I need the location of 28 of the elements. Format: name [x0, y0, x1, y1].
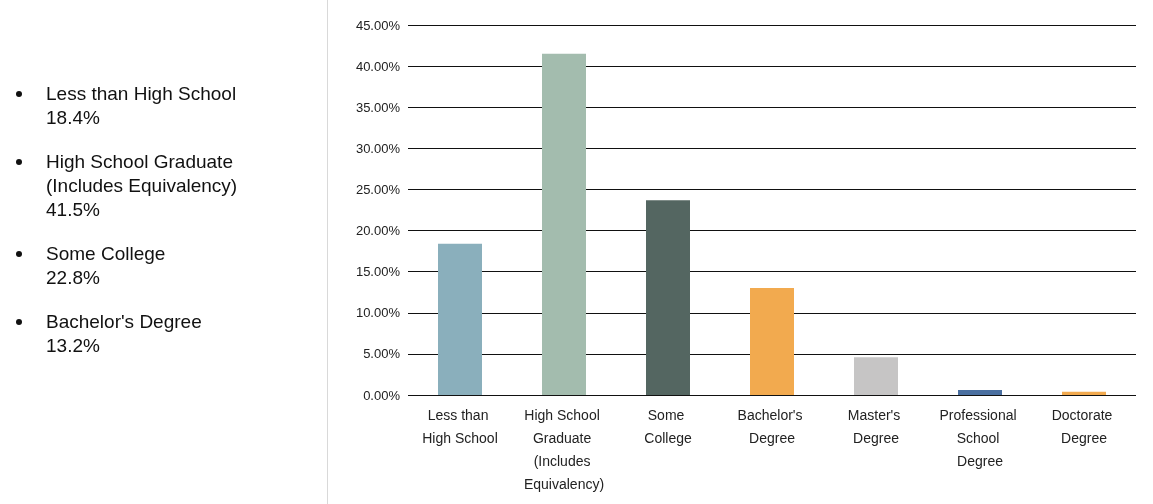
x-tick-label: Professional School Degree	[939, 406, 1021, 469]
bar	[750, 288, 794, 395]
x-tick-label: Master's Degree	[847, 406, 905, 446]
y-tick-label: 20.00%	[355, 223, 401, 239]
y-tick-label: 0.00%	[363, 387, 401, 403]
bar	[438, 243, 482, 395]
y-tick-label: 25.00%	[355, 181, 401, 197]
y-tick-label: 10.00%	[355, 305, 401, 321]
bar	[854, 357, 898, 395]
y-tick-label: 30.00%	[355, 140, 401, 156]
x-tick-label: Less than High School	[422, 406, 498, 446]
text: Bachelor's Degree 13.2%	[45, 310, 203, 358]
bar	[542, 53, 586, 395]
y-tick-label: 40.00%	[355, 58, 401, 74]
text: Some College 22.8%	[45, 242, 167, 290]
x-tick-label: Bachelor's Degree	[737, 406, 807, 446]
bar	[646, 200, 690, 395]
y-tick-label: 35.00%	[355, 99, 401, 115]
text: High School Graduate (Includes Equivalency) 41.5%	[45, 150, 239, 222]
x-tick-label: Some College	[644, 406, 692, 446]
y-tick-label: 15.00%	[355, 264, 401, 280]
x-tick-label: Doctorate Degree	[1051, 406, 1117, 446]
bar	[1062, 391, 1106, 395]
text: Less than High School 18.4%	[45, 82, 238, 130]
bar	[958, 390, 1002, 395]
y-tick-label: 45.00%	[355, 17, 401, 33]
x-tick-label: High School Graduate (Includes Equivalency)	[523, 406, 605, 492]
y-tick-label: 5.00%	[363, 346, 401, 362]
